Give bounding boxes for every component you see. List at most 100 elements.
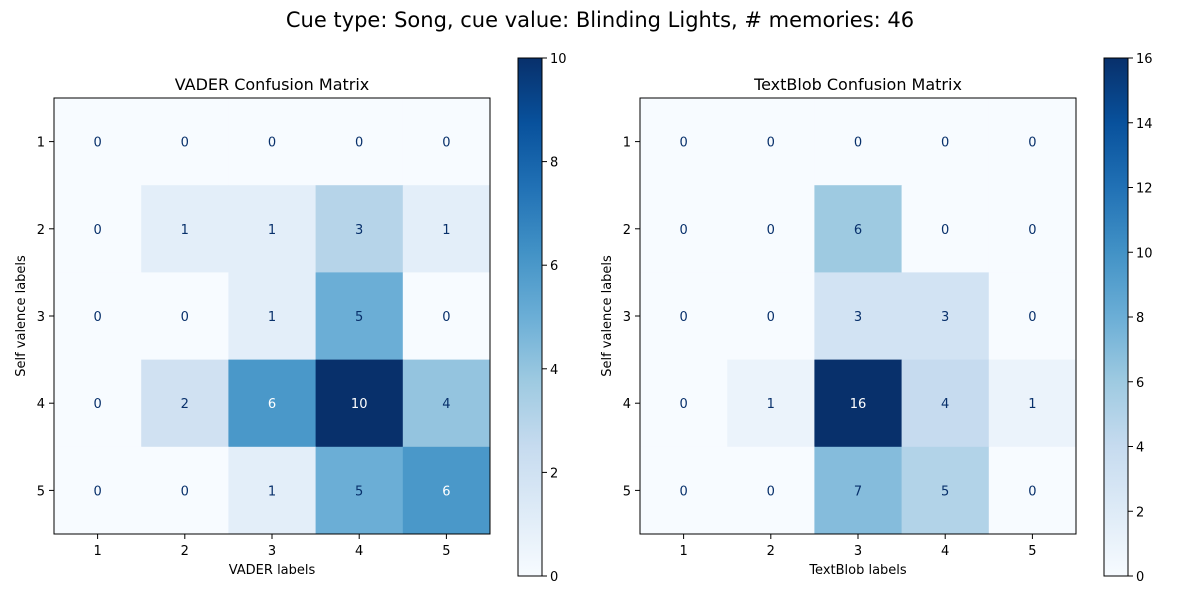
vader-cell-value: 0 [181,484,189,499]
textblob-cell-value: 0 [679,223,687,238]
textblob-cell [640,359,728,448]
vader-cell-value: 2 [181,397,189,412]
vader-cell-value: 0 [93,310,101,325]
vader-cell-value: 1 [268,310,276,325]
vader-x-axis-label: VADER labels [229,563,316,578]
vader-y-tick-label: 2 [37,223,45,238]
vader-y-tick-label: 4 [37,397,45,412]
textblob-cell-value: 3 [854,310,862,325]
vader-y-tick-label: 3 [37,310,45,325]
vader-cell-value: 0 [93,136,101,151]
vader-colorbar-tick-label: 10 [550,52,567,67]
textblob-colorbar [1103,57,1129,577]
textblob-cell-value: 6 [854,223,862,238]
textblob-y-tick-label: 4 [623,397,631,412]
textblob-cell [640,272,728,361]
vader-y-tick-label: 1 [37,136,45,151]
vader-cell [315,272,404,361]
textblob-cell [640,446,728,535]
textblob-colorbar-tick-label: 0 [1136,570,1144,585]
vader-cell [141,446,229,535]
vader-colorbar [517,57,543,577]
textblob-cell-value: 0 [679,397,687,412]
vader-x-tick-label: 1 [93,544,101,559]
vader-title: VADER Confusion Matrix [175,75,370,94]
vader-cell-value: 1 [268,223,276,238]
textblob-cell [988,272,1077,361]
vader-cell [228,185,317,273]
vader-cell-value: 3 [355,223,363,238]
vader-cell [228,98,317,186]
textblob-colorbar-tick-label: 12 [1136,182,1153,197]
vader-cell-value: 1 [442,223,450,238]
textblob-x-tick-label: 1 [679,544,687,559]
vader-cell [228,446,317,535]
textblob-cell [901,98,990,186]
vader-cell-value: 6 [442,484,450,499]
textblob-y-tick-label: 3 [623,310,631,325]
vader-cell-value: 5 [355,310,363,325]
textblob-cell [640,185,728,273]
vader-cell-value: 5 [355,484,363,499]
textblob-cell [988,185,1077,273]
textblob-cell-value: 0 [767,136,775,151]
textblob-x-tick-label: 2 [767,544,775,559]
textblob-cell-value: 0 [767,310,775,325]
vader-cell-value: 0 [442,136,450,151]
textblob-cell [727,272,815,361]
vader-cell-value: 0 [355,136,363,151]
textblob-colorbar-tick-label: 14 [1136,117,1153,132]
vader-x-tick-label: 3 [268,544,276,559]
textblob-cell-value: 0 [1028,484,1036,499]
vader-cell [402,359,491,448]
vader-cell [315,98,404,186]
textblob-cell-value: 0 [854,136,862,151]
vader-cell-value: 1 [181,223,189,238]
textblob-colorbar-tick-label: 2 [1136,505,1144,520]
textblob-x-tick-label: 4 [941,544,949,559]
textblob-cell-value: 0 [679,484,687,499]
textblob-cell-value: 0 [941,136,949,151]
textblob-colorbar-tick-label: 8 [1136,311,1144,326]
textblob-x-tick-label: 5 [1028,544,1036,559]
textblob-cell-value: 1 [1028,397,1036,412]
textblob-title: TextBlob Confusion Matrix [753,75,962,94]
textblob-cell [988,98,1077,186]
textblob-cell [727,359,815,448]
textblob-cell-value: 4 [941,397,949,412]
vader-cell [141,98,229,186]
vader-cell-value: 6 [268,397,276,412]
vader-cell-value: 0 [181,310,189,325]
textblob-cell-value: 0 [1028,136,1036,151]
textblob-cell [988,446,1077,535]
vader-cell-value: 4 [442,397,450,412]
vader-cell [228,272,317,361]
vader-colorbar-tick-label: 0 [550,570,558,585]
textblob-cell [640,98,728,186]
vader-cell [54,98,142,186]
vader-cell-value: 0 [442,310,450,325]
vader-cell-value: 10 [351,397,368,412]
textblob-cell-value: 0 [1028,310,1036,325]
textblob-x-tick-label: 3 [854,544,862,559]
textblob-cell [814,185,903,273]
textblob-cell-value: 0 [679,310,687,325]
textblob-cell-value: 0 [1028,223,1036,238]
textblob-x-axis-label: TextBlob labels [808,563,907,578]
vader-cell [141,185,229,273]
vader-x-tick-label: 2 [181,544,189,559]
vader-cell-value: 0 [181,136,189,151]
vader-cell [54,446,142,535]
textblob-colorbar-tick-label: 16 [1136,52,1153,67]
textblob-cell-value: 1 [767,397,775,412]
vader-cell-value: 0 [93,223,101,238]
textblob-y-tick-label: 1 [623,136,631,151]
textblob-cell [901,359,990,448]
textblob-cell [901,446,990,535]
vader-cell [315,446,404,535]
vader-colorbar-tick-label: 2 [550,466,558,481]
textblob-cell [814,98,903,186]
vader-x-tick-label: 5 [442,544,450,559]
textblob-cell-value: 3 [941,310,949,325]
